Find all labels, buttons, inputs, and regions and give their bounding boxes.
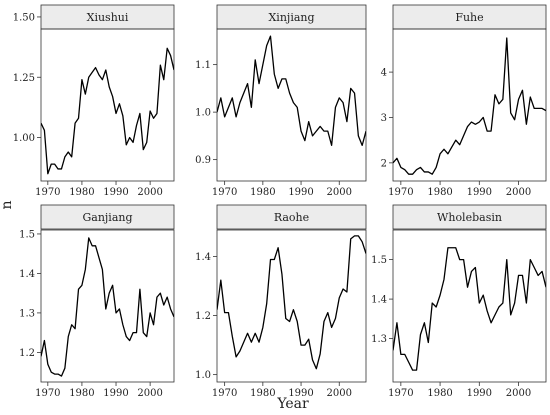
x-tick-label: 1970 [212, 187, 237, 198]
y-tick-label: 1.5 [371, 255, 387, 266]
x-tick-label: 1980 [427, 187, 452, 198]
series-line-raohe [217, 235, 366, 370]
x-tick-label: 1980 [69, 187, 94, 198]
y-tick-label: 1.0 [195, 108, 211, 119]
facet-strip-label: Wholebasin [437, 211, 502, 224]
series-line-fuhe [393, 37, 546, 175]
x-tick-label: 1970 [212, 388, 237, 399]
series-line-wholebasin [393, 247, 546, 371]
panel-border [392, 28, 547, 182]
x-tick-label: 1990 [467, 187, 492, 198]
y-tick-label: 1.4 [19, 269, 35, 280]
facet-strip [40, 204, 175, 230]
y-tick-label: 2 [381, 158, 387, 169]
y-tick-label: 1.0 [195, 370, 211, 381]
y-tick-label: 1.4 [195, 252, 211, 263]
x-tick-label: 1990 [288, 388, 313, 399]
y-tick-label: 4 [381, 68, 387, 79]
x-tick-label: 1970 [35, 388, 60, 399]
series-line-xinjiang [217, 35, 366, 147]
series-line-xiushui [41, 47, 174, 175]
y-tick-label: 1.5 [19, 229, 35, 240]
y-tick-label: 0.9 [195, 155, 211, 166]
facet-strip [392, 204, 547, 230]
facet-strip-label: Xinjiang [268, 11, 314, 24]
x-tick-label: 2000 [327, 187, 352, 198]
x-tick-label: 1990 [288, 187, 313, 198]
x-tick-label: 2000 [137, 388, 162, 399]
panel-ganjiang: Ganjiang 1970 1980 1990 2000 1.2 1.3 1.4 1.5 [19, 204, 175, 399]
x-tick-label: 1980 [69, 388, 94, 399]
x-axis-title: Year [276, 396, 309, 412]
facet-strip [216, 4, 367, 30]
facet-strip [40, 4, 175, 30]
panel-raohe: Raohe 1970 1980 1990 2000 1.0 1.2 1.4 [195, 204, 367, 399]
y-tick-label: 1.1 [195, 60, 211, 71]
x-tick-label: 1970 [388, 388, 413, 399]
x-tick-label: 1990 [467, 388, 492, 399]
y-tick-label: 1.3 [371, 334, 387, 345]
x-tick-label: 1980 [427, 388, 452, 399]
x-tick-label: 2000 [137, 187, 162, 198]
x-tick-label: 1980 [250, 388, 275, 399]
x-tick-label: 1970 [388, 187, 413, 198]
facet-strip [216, 204, 367, 230]
series-line-ganjiang [41, 237, 174, 377]
panel-fuhe: Fuhe 1970 1980 1990 2000 2 3 4 [381, 4, 547, 198]
panels: Xiushui 1970 1980 1990 2000 1.00 1.25 1.50 Xinji… [13, 4, 547, 399]
panel-xinjiang: Xinjiang 1970 1980 1990 2000 0.9 1.0 1.1 [195, 4, 367, 198]
facet-strip-label: Fuhe [455, 11, 483, 24]
y-tick-label: 3 [381, 113, 387, 124]
x-tick-label: 1990 [103, 187, 128, 198]
x-tick-label: 1970 [35, 187, 60, 198]
y-axis-title: n [0, 200, 15, 209]
facet-strip [392, 4, 547, 30]
x-tick-label: 2000 [506, 187, 531, 198]
x-tick-label: 1980 [250, 187, 275, 198]
y-tick-label: 1.50 [13, 12, 35, 23]
y-tick-label: 1.4 [371, 295, 387, 306]
y-tick-label: 1.2 [19, 348, 35, 359]
x-tick-label: 1990 [103, 388, 128, 399]
x-tick-label: 2000 [327, 388, 352, 399]
y-tick-label: 1.00 [13, 133, 35, 144]
panel-border [392, 229, 547, 383]
y-tick-label: 1.3 [19, 308, 35, 319]
x-tick-label: 2000 [506, 388, 531, 399]
panel-wholebasin: Wholebasin 1970 1980 1990 2000 1.3 1.4 1.5 [371, 204, 547, 399]
panel-border [40, 229, 175, 383]
facet-strip-label: Xiushui [87, 11, 129, 24]
panel-border [40, 28, 175, 182]
panel-xiushui: Xiushui 1970 1980 1990 2000 1.00 1.25 1.50 [13, 4, 175, 198]
facet-strip-label: Raohe [274, 211, 309, 224]
y-tick-label: 1.2 [195, 311, 211, 322]
y-tick-label: 1.25 [13, 73, 35, 84]
panel-border [216, 28, 367, 182]
facet-strip-label: Ganjiang [82, 211, 132, 224]
